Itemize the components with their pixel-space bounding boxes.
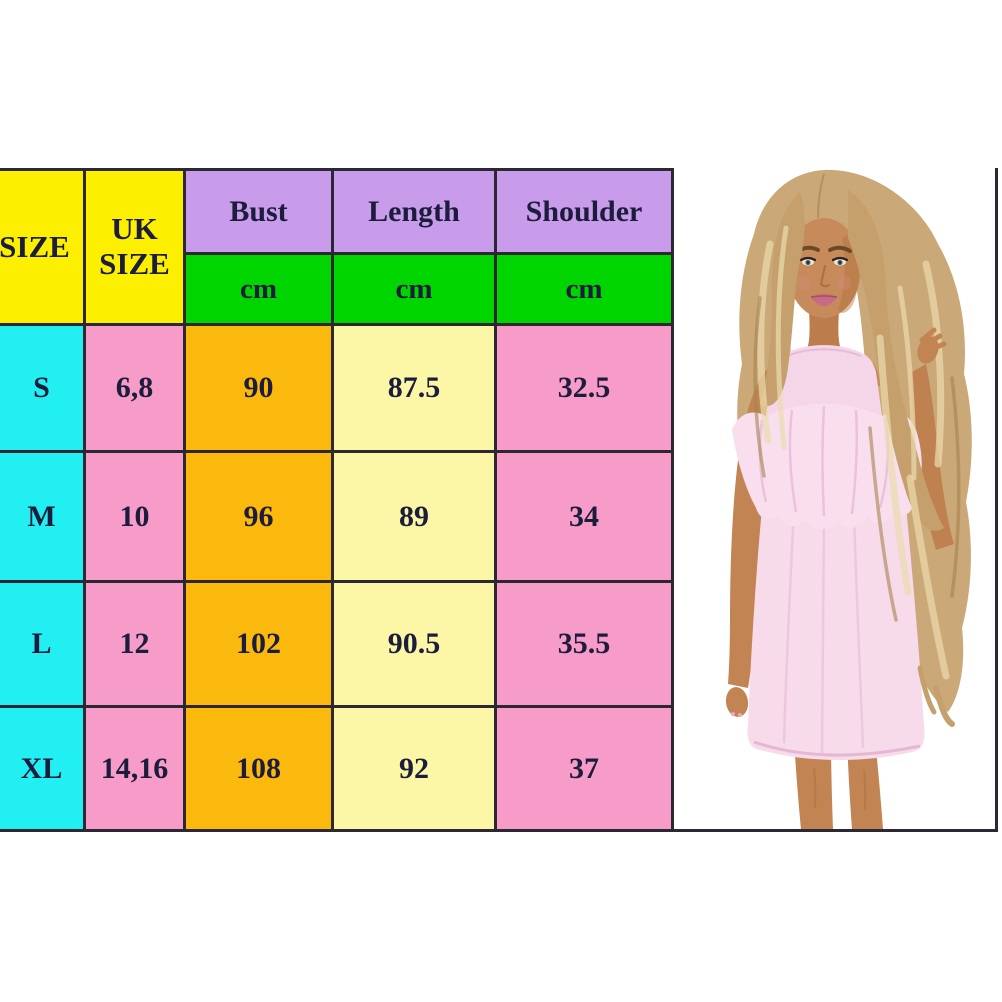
uk-value: 14,16 [100,751,169,785]
right-hand [917,327,947,364]
unit-label: cm [239,272,278,305]
hair-front [760,173,944,531]
shoulder-value: 35.5 [557,627,611,661]
cell-bust-s: 90 [186,326,331,450]
eyebrow-icon [828,245,852,253]
size-value: M [27,499,56,533]
face [787,218,861,318]
header-uk-size: UK SIZE [86,171,183,323]
length-value: 92 [399,751,429,785]
cell-size-s: S [0,326,83,450]
cell-shoulder-s: 32.5 [497,326,671,450]
cell-size-m: M [0,453,83,580]
uk-value: 12 [119,627,150,661]
hair-highlights [753,225,961,727]
cell-uk-xl: 14,16 [86,708,183,829]
cell-uk-l: 12 [86,583,183,705]
bust-value: 90 [243,371,274,405]
uk-value: 10 [119,499,150,533]
shoulder-value: 32.5 [557,371,611,405]
right-forearm [912,364,954,550]
cell-size-xl: XL [0,708,83,829]
cell-length-m: 89 [334,453,494,580]
dress-skirt [747,486,925,760]
header-uk-label: UK [111,211,158,247]
cell-shoulder-m: 34 [497,453,671,580]
shoulder-value: 34 [569,499,599,533]
size-value: S [33,371,50,405]
header-length: Length [334,171,494,252]
unit-label: cm [395,272,433,305]
eyes [799,256,849,266]
cell-length-s: 87.5 [334,326,494,450]
cell-length-l: 90.5 [334,583,494,705]
cell-uk-m: 10 [86,453,183,580]
cell-bust-l: 102 [186,583,331,705]
blush [797,276,811,290]
header-size-label: SIZE [0,228,70,264]
length-value: 90.5 [387,627,441,661]
header-bust: Bust [186,171,331,252]
cell-shoulder-l: 35.5 [497,583,671,705]
bust-value: 108 [236,751,281,785]
size-value: L [31,627,52,661]
legs [794,738,883,829]
header-bust-label: Bust [229,194,288,228]
model-illustration [725,169,972,829]
unit-shoulder: cm [497,255,671,323]
cell-shoulder-xl: 37 [497,708,671,829]
nose [819,265,830,288]
cell-length-xl: 92 [334,708,494,829]
product-photo [674,168,998,832]
header-shoulder: Shoulder [497,171,671,252]
cell-bust-xl: 108 [186,708,331,829]
header-length-label: Length [368,194,460,228]
blush [837,276,851,290]
header-shoulder-label: Shoulder [525,194,643,228]
cell-bust-m: 96 [186,453,331,580]
bust-value: 102 [236,627,281,661]
unit-length: cm [334,255,494,323]
unit-label: cm [565,272,603,305]
shoulder-value: 37 [569,751,599,785]
cell-uk-s: 6,8 [86,326,183,450]
cell-size-l: L [0,583,83,705]
left-hand [725,687,749,717]
length-value: 87.5 [387,371,441,405]
header-uk-size-label: SIZE [99,246,170,281]
header-size: SIZE [0,171,83,323]
size-value: XL [20,751,63,785]
unit-bust: cm [186,255,331,323]
size-chart-table: SIZE UK SIZE Bust Length Shoulder cm cm … [0,168,674,832]
lips [810,294,838,306]
uk-value: 6,8 [115,371,154,405]
length-value: 89 [399,499,429,533]
hair [737,169,972,713]
bust-value: 96 [243,499,274,533]
